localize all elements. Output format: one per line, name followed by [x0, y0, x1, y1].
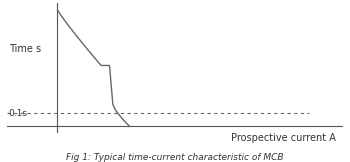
Text: Fig 1: Typical time-current characteristic of MCB: Fig 1: Typical time-current characterist… [66, 153, 284, 162]
Text: 0.1s: 0.1s [9, 109, 28, 118]
Text: Time s: Time s [9, 44, 41, 54]
Text: Prospective current A: Prospective current A [231, 133, 336, 143]
